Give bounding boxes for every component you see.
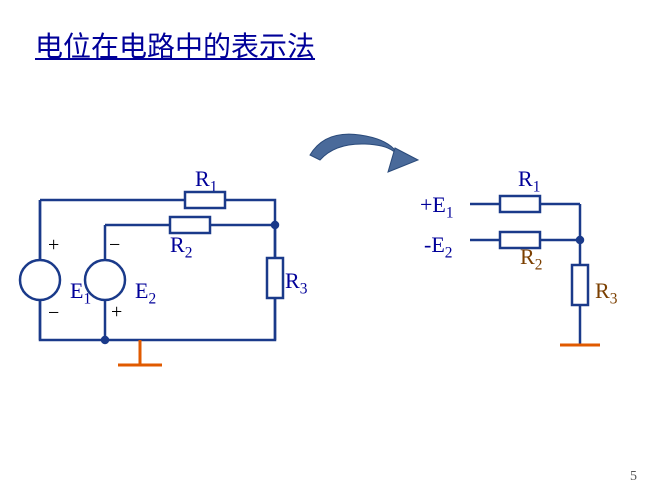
circuit-diagram [0,0,667,500]
right-circuit [470,196,588,345]
left-circuit [20,192,283,343]
ground-icon-left [118,340,162,365]
arrow-icon [310,134,418,172]
